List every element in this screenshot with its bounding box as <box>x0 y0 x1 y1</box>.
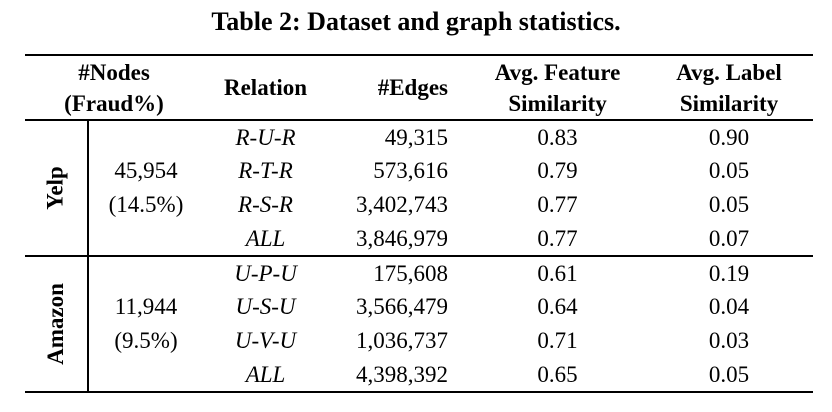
edges-cell: 3,402,743 <box>356 192 449 217</box>
relation-cell: U-V-U <box>234 328 297 353</box>
edges-cell: 4,398,392 <box>356 361 449 387</box>
col-header-relation: Relation <box>223 75 308 100</box>
nodes-cell-amazon: 11,944 (9.5%) <box>88 256 203 392</box>
edges-cell: 3,846,979 <box>356 225 449 251</box>
table-row: ALL 3,846,979 0.77 0.07 <box>25 222 813 256</box>
feature-header-line2: Similarity <box>508 90 607 116</box>
label-header-line2: Similarity <box>679 90 779 116</box>
feature-header-line1: Avg. Feature <box>494 59 621 85</box>
relation-cell: U-S-U <box>235 294 296 319</box>
nodes-cell-yelp: 45,954 (14.5%) <box>88 120 203 256</box>
relation-cell: U-P-U <box>234 260 297 286</box>
edges-cell: 49,315 <box>384 124 449 150</box>
nodes-header-line1: #Nodes <box>78 59 150 85</box>
amazon-section: Amazon 11,944 (9.5%) U-P-U 175,608 0.61 … <box>25 256 814 392</box>
label-similarity-cell: 0.05 <box>708 158 750 183</box>
rotated-label-wrap: Amazon <box>25 283 87 365</box>
col-header-edges: #Edges <box>377 75 449 100</box>
dataset-label-yelp: Yelp <box>25 120 89 256</box>
col-header-feature-similarity: Avg. Feature Similarity <box>470 55 645 120</box>
label-similarity-cell: 0.03 <box>708 328 750 353</box>
feature-similarity-cell: 0.65 <box>537 361 578 387</box>
feature-similarity-cell: 0.77 <box>537 192 578 217</box>
table-caption: Table 2: Dataset and graph statistics. <box>211 7 621 36</box>
table-row: Amazon 11,944 (9.5%) U-P-U 175,608 0.61 … <box>25 256 814 392</box>
fraud-percent: (14.5%) <box>108 192 184 217</box>
table-row: Yelp 45,954 (14.5%) R-U-R 49,315 0.83 0.… <box>25 120 813 256</box>
table-header: #Nodes (Fraud%) Relation #Edges Avg. Fea… <box>25 55 814 120</box>
feature-similarity-cell: 0.64 <box>537 294 578 319</box>
feature-similarity-cell: 0.77 <box>537 225 578 251</box>
table-row: U-S-U 3,566,479 0.64 0.04 <box>25 290 813 324</box>
col-header-nodes: #Nodes (Fraud%) <box>25 55 203 120</box>
nodes-header-line2: (Fraud%) <box>64 90 164 116</box>
label-similarity-cell: 0.90 <box>708 124 750 150</box>
nodes-count: 11,944 <box>114 294 178 319</box>
fraud-percent: (9.5%) <box>114 328 178 353</box>
relation-cell: R-S-R <box>238 192 293 217</box>
table-row: U-V-U 1,036,737 0.71 0.03 <box>25 324 813 358</box>
edges-cell: 3,566,479 <box>356 294 449 319</box>
feature-similarity-cell: 0.71 <box>537 328 578 353</box>
edges-cell: 175,608 <box>373 260 449 286</box>
dataset-statistics-table: #Nodes (Fraud%) Relation #Edges Avg. Fea… <box>25 54 814 393</box>
feature-similarity-cell: 0.61 <box>537 260 578 286</box>
label-similarity-cell: 0.05 <box>708 361 750 387</box>
nodes-count: 45,954 <box>114 158 178 183</box>
relation-cell: R-U-R <box>235 124 296 150</box>
relation-cell: ALL <box>245 361 286 387</box>
label-similarity-cell: 0.07 <box>708 225 750 251</box>
col-header-label-similarity: Avg. Label Similarity <box>645 55 813 120</box>
table-row: R-S-R 3,402,743 0.77 0.05 <box>25 188 813 222</box>
dataset-name: Amazon <box>43 283 68 365</box>
label-similarity-cell: 0.04 <box>708 294 750 319</box>
edges-cell: 573,616 <box>373 158 449 183</box>
dataset-name: Yelp <box>42 166 68 210</box>
table-row: ALL 4,398,392 0.65 0.05 <box>25 358 813 392</box>
table-row: R-T-R 573,616 0.79 0.05 <box>25 154 813 188</box>
label-similarity-cell: 0.05 <box>708 192 750 217</box>
relation-cell: R-T-R <box>238 158 293 183</box>
label-header-line1: Avg. Label <box>676 59 782 85</box>
dataset-label-amazon: Amazon <box>25 256 89 392</box>
label-similarity-cell: 0.19 <box>708 260 750 286</box>
feature-similarity-cell: 0.79 <box>537 158 578 183</box>
yelp-section: Yelp 45,954 (14.5%) R-U-R 49,315 0.83 0.… <box>25 120 813 256</box>
edges-cell: 1,036,737 <box>356 328 449 353</box>
header-row: #Nodes (Fraud%) Relation #Edges Avg. Fea… <box>25 55 814 120</box>
rotated-label-wrap: Yelp <box>25 166 87 209</box>
feature-similarity-cell: 0.83 <box>537 124 578 150</box>
relation-cell: ALL <box>245 225 286 251</box>
